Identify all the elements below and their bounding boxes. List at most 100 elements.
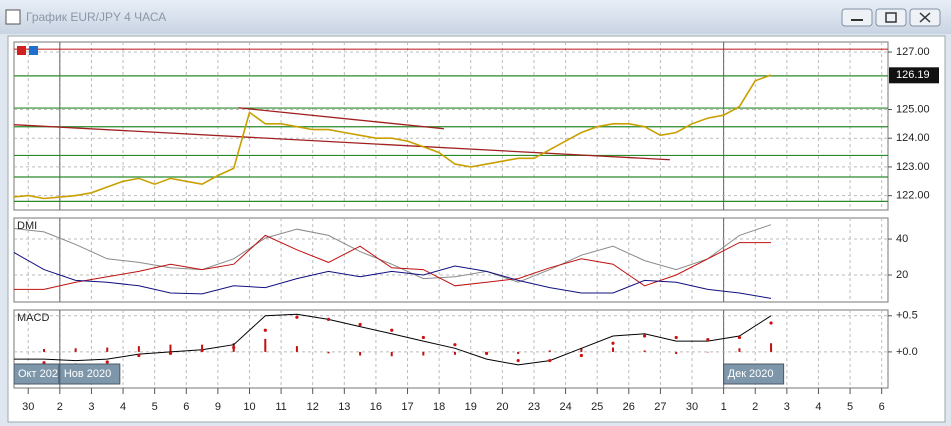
x-tick-label: 25 bbox=[591, 401, 603, 413]
signal-dot bbox=[453, 343, 457, 347]
x-tick-label: 2 bbox=[752, 401, 758, 413]
x-tick-label: 26 bbox=[623, 401, 635, 413]
maximize-button[interactable] bbox=[875, 8, 907, 27]
x-tick-label: 4 bbox=[120, 401, 126, 413]
signal-dot bbox=[611, 341, 615, 345]
series-line bbox=[14, 251, 772, 299]
minimize-button[interactable] bbox=[841, 8, 873, 27]
x-tick-label: 20 bbox=[496, 401, 508, 413]
signal-dot bbox=[200, 348, 204, 353]
histogram-bar bbox=[643, 350, 646, 352]
y-tick-label: 123.00 bbox=[896, 161, 930, 173]
x-tick-label: 30 bbox=[686, 401, 698, 413]
histogram-bar bbox=[390, 351, 393, 357]
signal-dot bbox=[105, 360, 109, 364]
histogram-bar bbox=[453, 351, 456, 355]
signal-dot bbox=[421, 335, 425, 340]
y-tick-label: 122.00 bbox=[896, 190, 930, 202]
x-tick-label: 10 bbox=[243, 401, 255, 413]
series-line bbox=[14, 224, 772, 283]
toolbar-icon[interactable] bbox=[29, 46, 38, 55]
period-label: Нов 2020 bbox=[64, 368, 111, 380]
maximize-glyph bbox=[885, 12, 897, 23]
histogram-bar bbox=[706, 351, 709, 353]
signal-dot bbox=[579, 353, 583, 358]
trend-line bbox=[238, 107, 444, 130]
x-tick-label: 30 bbox=[22, 401, 34, 413]
histogram-bar bbox=[738, 348, 741, 352]
histogram-bar bbox=[611, 347, 614, 352]
series-line bbox=[14, 234, 771, 290]
x-tick-label: 19 bbox=[465, 401, 477, 413]
x-tick-label: 9 bbox=[215, 401, 221, 413]
histogram-bar bbox=[201, 344, 204, 352]
signal-dot bbox=[737, 335, 742, 340]
histogram-bar bbox=[675, 351, 678, 355]
y-tick-label: +0.0 bbox=[896, 346, 918, 358]
histogram-bar bbox=[580, 348, 583, 352]
signal-dot bbox=[643, 334, 647, 338]
window-title: График EUR/JPY 4 ЧАСА bbox=[26, 10, 166, 24]
toolbar-icon[interactable] bbox=[17, 46, 26, 55]
x-tick-label: 4 bbox=[815, 401, 821, 413]
histogram-bar bbox=[137, 346, 140, 352]
signal-dot bbox=[263, 328, 267, 332]
panel-content bbox=[14, 310, 888, 388]
histogram-bar bbox=[770, 343, 773, 352]
y-tick-label: 127.00 bbox=[896, 46, 930, 58]
period-box bbox=[723, 363, 785, 385]
histogram-bar bbox=[169, 344, 172, 352]
plot: 122.00 123.00 124.00 125.00 127.00 126.19 20 40… bbox=[13, 41, 939, 413]
panel bbox=[13, 217, 889, 303]
histogram-bar bbox=[359, 351, 362, 356]
y-tick-label: +0.5 bbox=[896, 310, 918, 322]
histogram-bar bbox=[517, 351, 520, 355]
series-line bbox=[14, 74, 772, 200]
x-tick-label: 3 bbox=[88, 401, 94, 413]
signal-dot bbox=[14, 358, 15, 360]
y-tick-label: 124.00 bbox=[896, 132, 930, 144]
y-tick-label: 20 bbox=[896, 269, 908, 281]
signal-dot bbox=[168, 351, 173, 355]
signal-dot bbox=[390, 328, 394, 332]
period-label: Окт 202 bbox=[18, 368, 58, 380]
window-icon bbox=[5, 9, 21, 25]
signal-dot bbox=[137, 353, 141, 358]
signal-dot bbox=[295, 315, 299, 319]
x-tick-label: 12 bbox=[307, 401, 319, 413]
signal-dot bbox=[548, 358, 552, 363]
signal-dot bbox=[232, 345, 236, 350]
price-box bbox=[889, 67, 939, 84]
x-tick-label: 27 bbox=[654, 401, 666, 413]
x-tick-label: 16 bbox=[370, 401, 382, 413]
signal-dot bbox=[706, 338, 710, 342]
signal-dot bbox=[358, 322, 362, 327]
histogram-bar bbox=[43, 349, 46, 352]
last-price: 126.19 bbox=[896, 69, 930, 81]
indicator-label: DMI bbox=[17, 220, 37, 232]
histogram-bar bbox=[327, 351, 330, 354]
x-tick-label: 6 bbox=[879, 401, 885, 413]
close-glyph bbox=[919, 12, 931, 23]
period-label: Дек 2020 bbox=[728, 368, 774, 380]
signal-dot bbox=[326, 317, 331, 321]
period-box bbox=[14, 363, 60, 385]
signal-dot bbox=[674, 335, 678, 340]
trend-line bbox=[14, 124, 670, 161]
x-tick-label: 3 bbox=[784, 401, 790, 413]
x-tick-label: 2 bbox=[57, 401, 63, 413]
panel bbox=[13, 41, 889, 211]
panel-content bbox=[14, 42, 888, 210]
signal-dot bbox=[484, 351, 489, 355]
signal-dot bbox=[769, 321, 773, 325]
title-bar bbox=[0, 0, 951, 34]
panel-content bbox=[14, 218, 888, 302]
x-tick-label: 24 bbox=[559, 401, 571, 413]
period-labels: Окт 202 Нов 2020 Дек 2020 bbox=[14, 363, 785, 385]
x-tick-label: 5 bbox=[847, 401, 853, 413]
histogram-bar bbox=[74, 348, 77, 352]
x-tick-label: 1 bbox=[721, 401, 727, 413]
x-tick-label: 11 bbox=[275, 401, 286, 413]
x-tick-label: 17 bbox=[401, 401, 413, 413]
